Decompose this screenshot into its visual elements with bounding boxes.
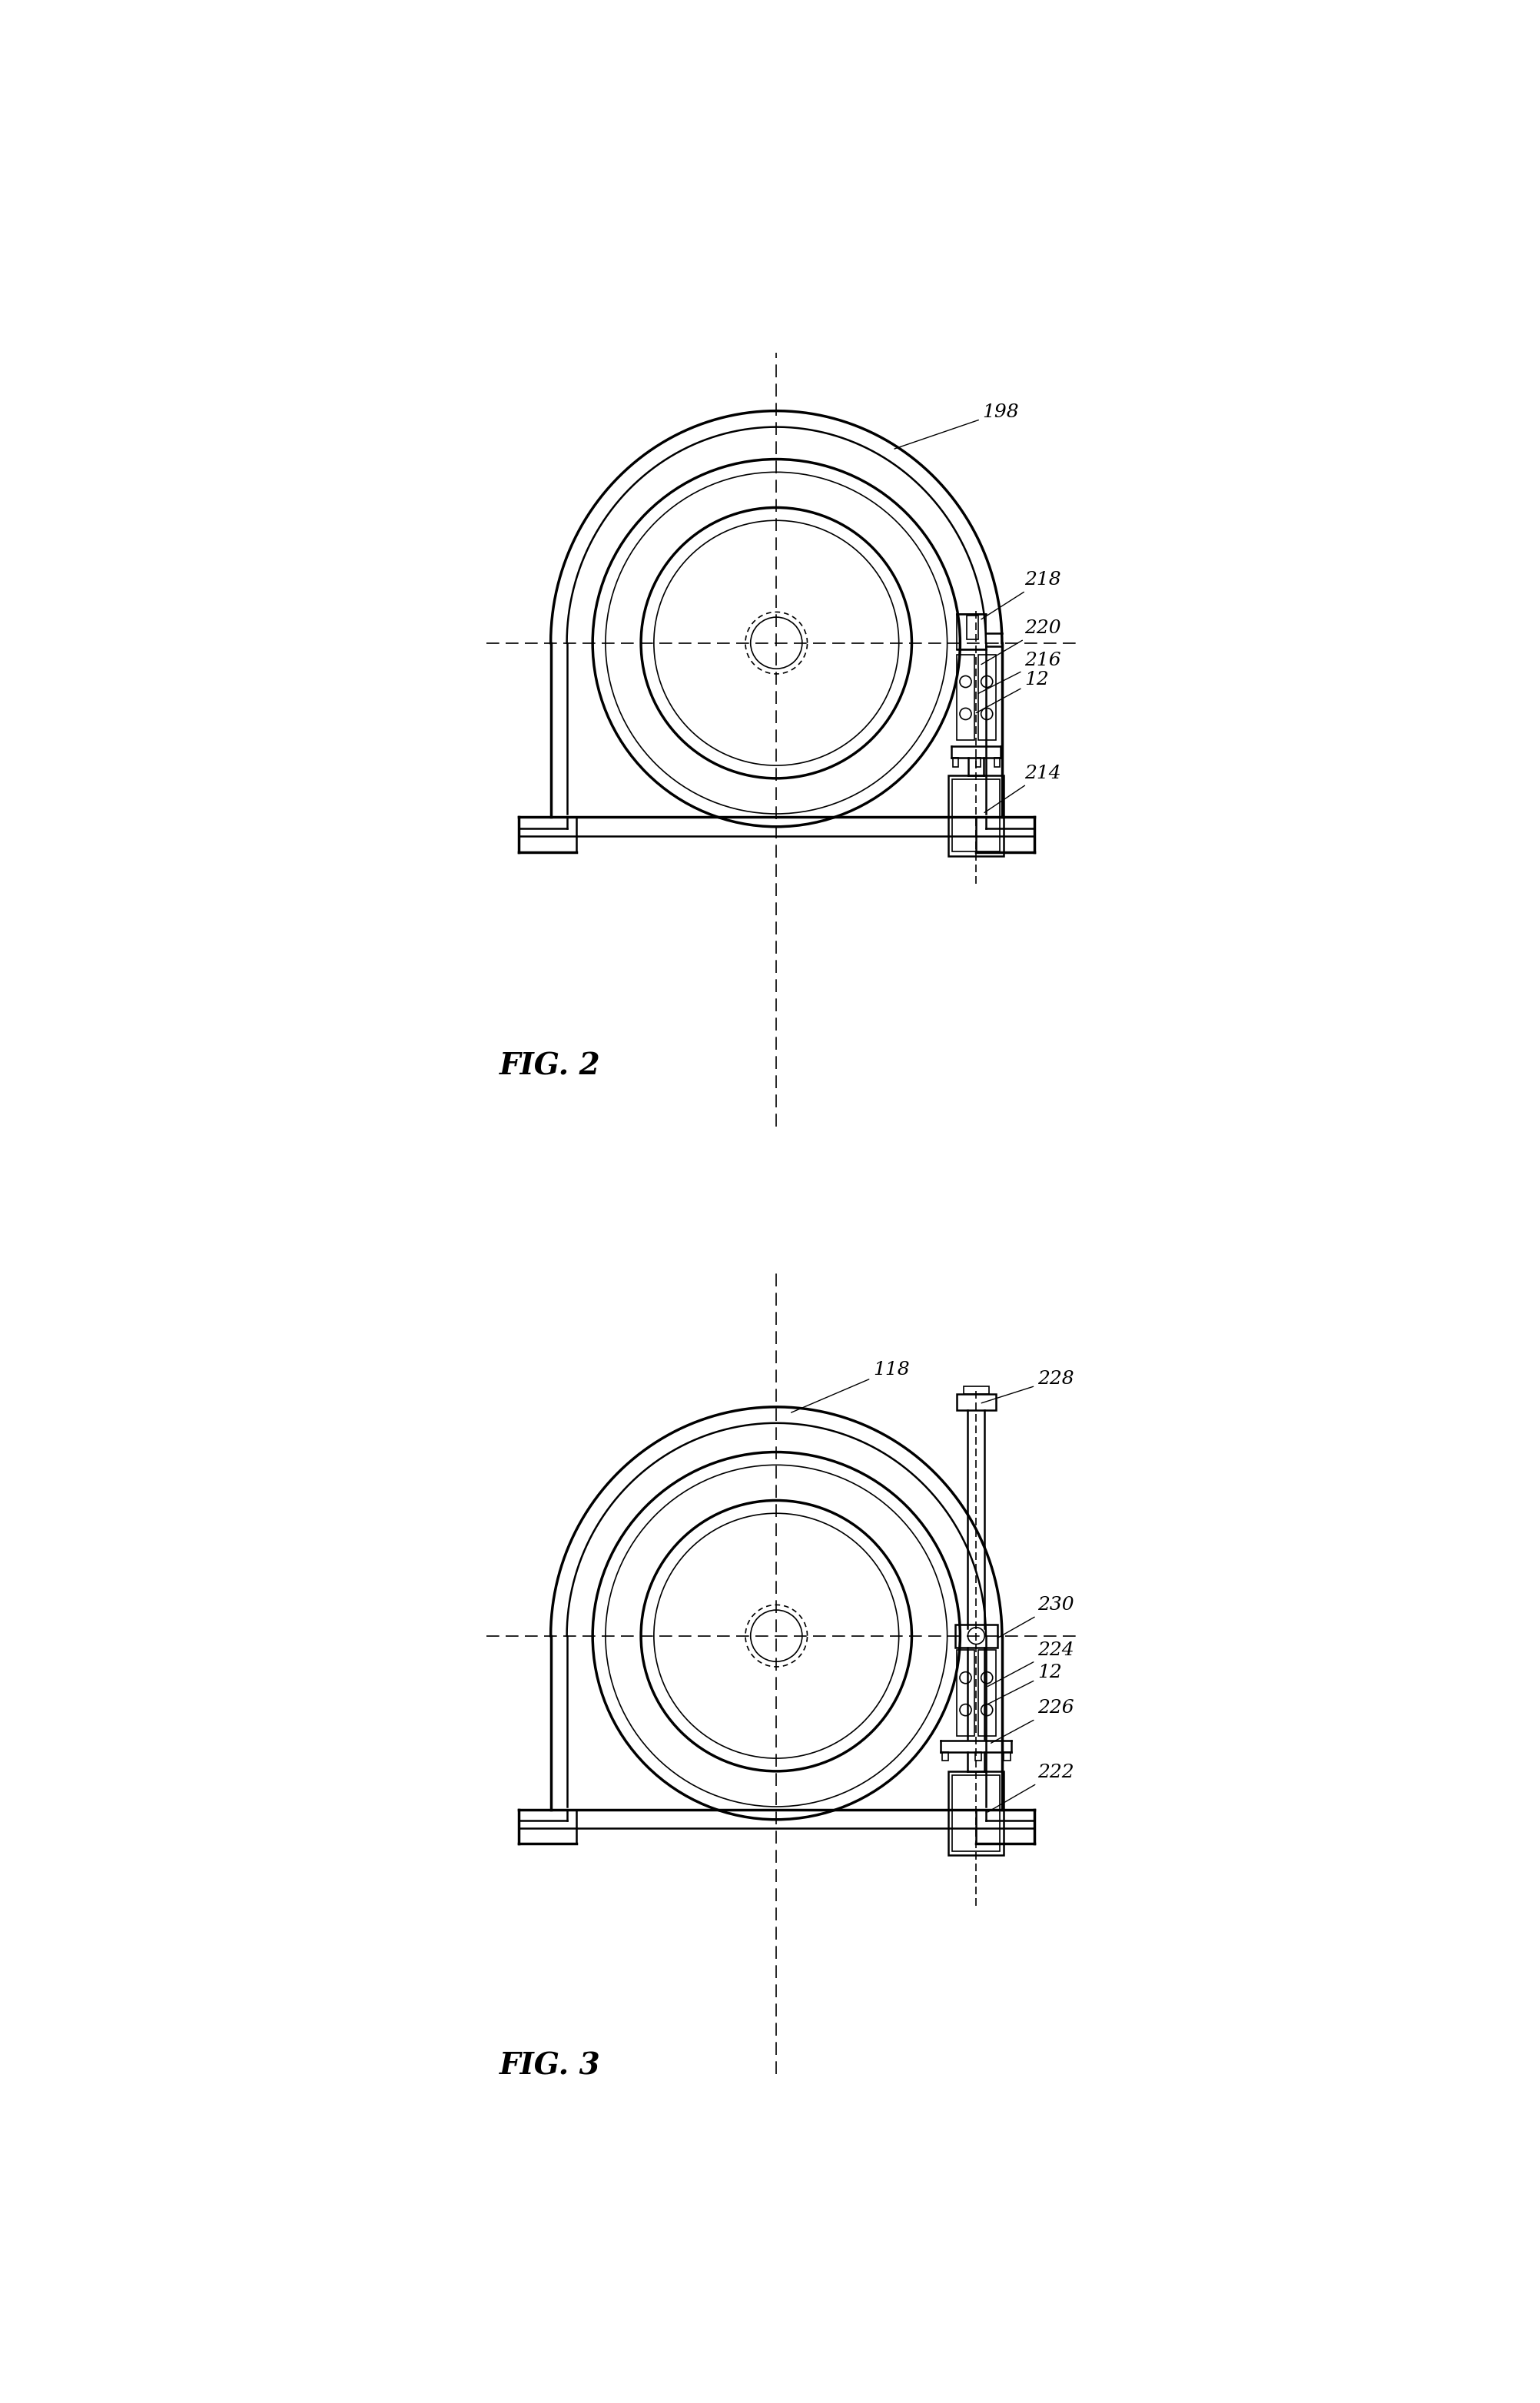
Bar: [952, 779, 999, 851]
Text: 220: 220: [981, 620, 1061, 666]
Bar: [967, 615, 978, 639]
Text: 214: 214: [984, 764, 1061, 812]
Text: 118: 118: [792, 1360, 910, 1413]
Text: 12: 12: [976, 670, 1049, 714]
Bar: [956, 613, 986, 649]
Bar: [964, 1387, 989, 1394]
Bar: [956, 1394, 995, 1411]
Bar: [949, 1771, 1004, 1855]
Text: 224: 224: [987, 1641, 1073, 1687]
Bar: [1004, 1752, 1010, 1761]
Text: 12: 12: [984, 1663, 1063, 1706]
Bar: [956, 1651, 975, 1735]
Text: 216: 216: [978, 651, 1061, 694]
Text: FIG. 3: FIG. 3: [499, 2052, 601, 2081]
Bar: [995, 757, 999, 767]
Text: 230: 230: [998, 1596, 1073, 1639]
Text: 226: 226: [990, 1699, 1073, 1742]
Text: 222: 222: [987, 1764, 1073, 1812]
Text: 198: 198: [895, 404, 1019, 449]
Bar: [949, 776, 1004, 855]
Text: FIG. 2: FIG. 2: [499, 1053, 601, 1081]
Bar: [953, 757, 958, 767]
Text: 218: 218: [981, 572, 1061, 620]
Bar: [978, 654, 995, 740]
Bar: [975, 1752, 981, 1761]
Bar: [978, 1651, 995, 1735]
Bar: [956, 654, 975, 740]
Bar: [975, 757, 981, 767]
Bar: [952, 1776, 999, 1850]
Bar: [942, 1752, 949, 1761]
Text: 228: 228: [981, 1370, 1073, 1403]
Bar: [955, 1624, 998, 1648]
